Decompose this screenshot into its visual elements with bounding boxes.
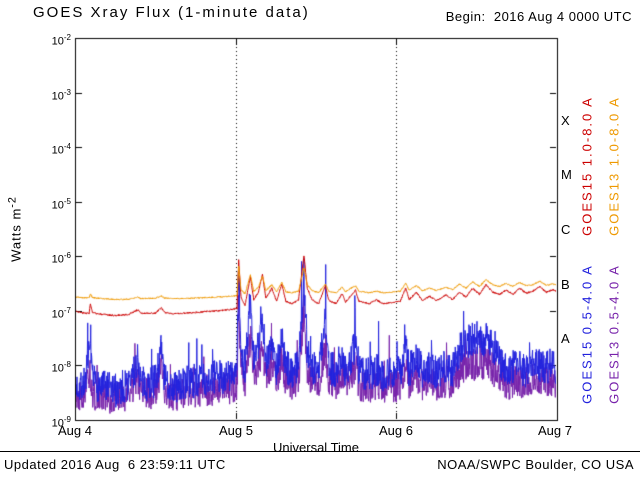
y-tick-label: 10-5 (51, 196, 71, 212)
series-label-goes15-short: GOES15 0.5-4.0 A (579, 264, 595, 404)
y-tick-label: 10-4 (51, 142, 71, 157)
flare-class-a-label: A (561, 331, 570, 346)
y-axis-title-exponent: -2 (6, 196, 19, 208)
series-label-goes13-long: GOES13 1.0-8.0 A (606, 96, 622, 236)
updated-timestamp-label: Updated 2016 Aug 6 23:59:11 UTC (4, 457, 226, 472)
flare-class-b-label: B (561, 277, 570, 292)
footer-divider (0, 451, 640, 452)
flare-class-x-label: X (561, 113, 570, 128)
x-tick-aug5: Aug 5 (219, 423, 253, 438)
y-tick-label: 10-3 (51, 87, 71, 103)
x-tick-aug7: Aug 7 (538, 423, 572, 438)
series-label-goes13-short: GOES13 0.5-4.0 A (606, 264, 622, 404)
x-axis-title: Universal Time (273, 440, 359, 455)
series-label-goes15-long: GOES15 1.0-8.0 A (579, 96, 595, 236)
x-tick-aug4: Aug 4 (58, 423, 92, 438)
y-tick-label: 10-6 (51, 251, 71, 266)
flare-class-m-label: M (561, 167, 572, 182)
x-tick-aug6: Aug 6 (379, 423, 413, 438)
chart-title: GOES Xray Flux (1-minute data) (33, 4, 310, 21)
y-axis-title-base: Watts m (8, 207, 24, 262)
begin-timestamp-label: Begin: 2016 Aug 4 0000 UTC (445, 9, 632, 24)
y-tick-label: 10-9 (51, 415, 71, 430)
source-attribution-label: NOAA/SWPC Boulder, CO USA (437, 457, 634, 472)
y-tick-label: 10-7 (51, 305, 71, 321)
y-axis-title: Watts m-2 (6, 196, 23, 262)
y-tick-label: 10-8 (51, 360, 71, 376)
y-tick-label: 10-2 (51, 33, 71, 48)
flare-class-c-label: C (561, 222, 571, 237)
